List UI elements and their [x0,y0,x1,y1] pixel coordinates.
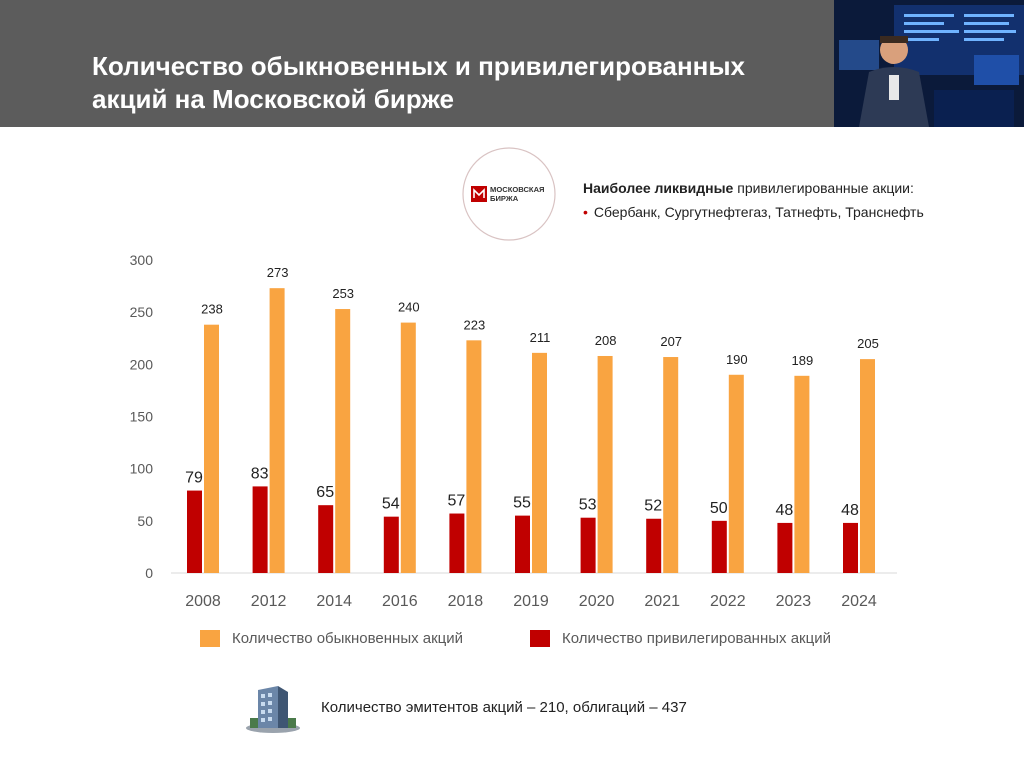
legend-label-ordinary: Количество обыкновенных акций [232,630,464,647]
y-tick-label: 200 [130,356,154,372]
x-tick-label: 2020 [579,593,615,610]
y-tick-label: 300 [130,252,154,268]
data-label-preferred: 48 [776,502,794,519]
legend-swatch-preferred [530,630,550,647]
liquid-heading-bold: Наиболее ликвидные [583,180,734,196]
bar-preferred-2019 [515,515,530,573]
bar-ordinary-2021 [663,357,679,573]
data-label-ordinary: 238 [201,302,223,317]
data-label-preferred: 50 [710,500,728,517]
x-tick-label: 2012 [251,593,287,610]
data-label-preferred: 52 [644,498,662,515]
bar-ordinary-2023 [794,375,810,573]
liquid-stocks-box: Наиболее ликвидные привилегированные акц… [583,176,1003,224]
x-tick-label: 2018 [448,593,484,610]
logo-text-line2: БИРЖА [490,194,519,203]
logo-text-line1: МОСКОВСКАЯ [490,185,545,194]
bar-ordinary-2024 [860,359,875,573]
x-tick-label: 2021 [644,593,680,610]
bar-ordinary-2014 [335,309,351,573]
data-label-preferred: 83 [251,465,269,482]
bar-ordinary-2018 [466,340,482,573]
data-label-ordinary: 189 [792,353,814,368]
data-label-preferred: 48 [841,502,859,519]
y-tick-label: 150 [130,409,154,425]
header-banner: Количество обыкновенных и привилегирован… [0,0,1024,127]
data-label-ordinary: 223 [464,317,486,332]
data-label-preferred: 54 [382,496,400,513]
bullet-icon: • [583,204,588,220]
y-tick-label: 0 [145,565,153,581]
data-label-ordinary: 207 [660,334,682,349]
bar-preferred-2022 [711,520,727,573]
data-label-ordinary: 190 [726,352,748,367]
y-tick-label: 50 [137,513,153,529]
data-label-preferred: 53 [579,497,597,514]
data-label-ordinary: 273 [267,265,289,280]
bar-preferred-2012 [252,486,268,573]
data-label-ordinary: 208 [595,333,617,348]
x-tick-label: 2016 [382,593,418,610]
y-tick-label: 250 [130,304,154,320]
bar-preferred-2021 [646,518,662,573]
x-tick-label: 2008 [185,593,221,610]
page-title: Количество обыкновенных и привилегирован… [92,51,746,114]
chart-legend: Количество обыкновенных акций Количество… [200,630,920,654]
stock-exchange-trader-photo [834,0,1024,127]
bar-ordinary-2019 [532,352,547,573]
bar-ordinary-2012 [269,288,285,573]
bar-ordinary-2016 [400,322,416,573]
bar-preferred-2016 [383,516,399,573]
bar-preferred-2023 [777,522,793,573]
bar-ordinary-2022 [728,374,744,573]
bar-preferred-2014 [318,505,334,573]
liquid-heading-rest: привилегированные акции: [737,180,914,196]
bar-preferred-2024 [843,522,858,573]
data-label-preferred: 79 [185,470,203,487]
x-tick-label: 2014 [316,593,352,610]
legend-label-preferred: Количество привилегированных акций [562,630,831,647]
data-label-ordinary: 211 [530,330,551,345]
data-label-ordinary: 240 [398,300,420,315]
y-tick-label: 100 [130,461,154,477]
legend-swatch-ordinary [200,630,220,647]
x-tick-label: 2022 [710,593,746,610]
issuers-count-text: Количество эмитентов акций – 210, облига… [321,699,687,716]
liquid-heading: Наиболее ликвидные привилегированные акц… [583,176,1003,200]
data-label-preferred: 65 [316,484,334,501]
data-label-ordinary: 253 [332,286,354,301]
bar-preferred-2008 [187,490,202,573]
moex-logo: МОСКОВСКАЯ БИРЖА [462,147,556,241]
office-building-icon [246,686,300,733]
x-tick-label: 2023 [776,593,812,610]
data-label-preferred: 57 [448,493,466,510]
data-label-ordinary: 205 [857,336,879,351]
bar-preferred-2018 [449,513,465,573]
bar-ordinary-2008 [204,324,219,573]
bar-preferred-2020 [580,517,596,573]
legend-item-preferred: Количество привилегированных акций [530,630,831,647]
liquid-companies: Сбербанк, Сургутнефтегаз, Татнефть, Тран… [593,204,924,220]
x-tick-label: 2024 [841,593,877,610]
liquid-company-list: • Сбербанк, Сургутнефтегаз, Татнефть, Тра… [583,200,1003,224]
bar-chart: 0 50 100 150 200 250 300 79 238 83 273 65 253 54 240 5… [130,252,897,610]
data-label-preferred: 55 [513,495,531,512]
x-tick-label: 2019 [513,593,549,610]
bar-ordinary-2020 [597,355,613,573]
legend-item-ordinary: Количество обыкновенных акций [200,630,463,647]
